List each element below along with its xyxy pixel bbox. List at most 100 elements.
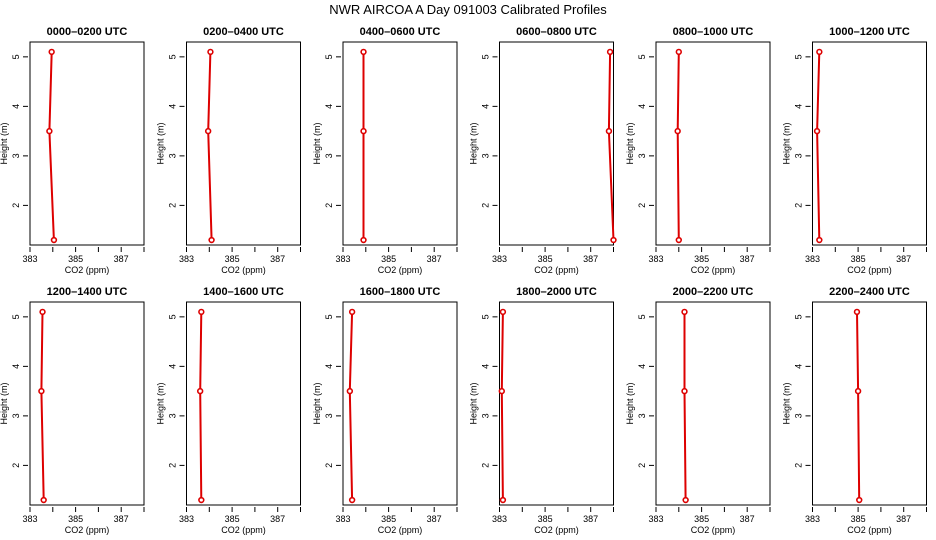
x-axis-label: CO2 (ppm) [65,525,110,535]
x-tick-label: 387 [740,254,755,264]
y-tick-label: 4 [794,104,804,109]
data-point [348,496,356,504]
plot-frame [655,41,771,246]
y-axis-label: Height (m) [782,122,792,164]
data-point [606,48,614,56]
y-tick-label: 3 [481,153,491,158]
data-point [48,48,55,56]
y-tick-label: 3 [11,153,21,158]
profile-panel: 2200–2400 UTC 383 385 387 2 3 4 5 CO2 (ppm) Heigh… [782,286,927,535]
profile-line [856,311,861,501]
data-point [675,48,682,56]
data-point [813,127,821,135]
y-tick-label: 2 [11,463,21,468]
y-tick-label: 5 [11,314,21,319]
plot-frame [29,41,145,246]
x-tick-label: 383 [648,514,663,524]
y-tick-label: 3 [168,153,178,158]
data-point [499,308,507,316]
x-axis-label: CO2 (ppm) [847,525,892,535]
data-point [39,308,46,316]
y-tick-label: 5 [637,314,647,319]
plot-frame [499,41,614,246]
y-tick-label: 4 [11,104,21,109]
y-tick-label: 2 [637,203,647,208]
panel-title: 1400–1600 UTC [203,286,284,298]
data-point [198,496,205,504]
y-axis-label: Height (m) [156,122,166,164]
data-point [40,496,47,504]
y-tick-label: 3 [324,153,334,158]
data-point [674,127,681,135]
y-tick-label: 2 [324,203,334,208]
data-point [856,496,863,504]
profile-line [500,311,504,501]
x-tick-label: 385 [851,254,866,264]
panel-title: 0400–0600 UTC [360,26,441,38]
x-axis-label: CO2 (ppm) [65,265,110,275]
x-tick-label: 385 [851,514,866,524]
y-tick-label: 4 [324,104,334,109]
x-tick-label: 383 [179,514,194,524]
data-point [498,387,505,395]
y-axis-label: Height (m) [469,382,479,424]
data-point [682,496,689,504]
y-tick-label: 4 [324,364,334,369]
profile-panel: 0800–1000 UTC 383 385 387 2 3 4 5 CO2 (ppm) Heigh… [625,26,771,275]
plot-frame [499,301,614,506]
y-tick-label: 2 [168,463,178,468]
y-tick-label: 4 [11,364,21,369]
y-tick-label: 3 [794,413,804,418]
profile-panel: 1400–1600 UTC 383 385 387 2 3 4 5 CO2 (ppm) Heigh… [156,286,301,535]
x-tick-label: 385 [225,254,240,264]
panel-title: 1800–2000 UTC [516,286,597,298]
panel-title: 2200–2400 UTC [829,286,910,298]
data-point [208,236,215,244]
data-point [681,308,688,316]
profile-line [40,311,45,501]
profile-line [816,51,821,241]
y-tick-label: 2 [794,463,804,468]
x-tick-label: 383 [22,254,37,264]
data-point [605,127,613,135]
x-tick-label: 387 [583,254,598,264]
profile-panel: 0600–0800 UTC 383 385 387 2 3 4 5 CO2 (ppm) Heigh… [469,26,617,275]
profile-panel: 0400–0600 UTC 383 385 387 2 3 4 5 CO2 (ppm) Heigh… [312,26,458,275]
y-tick-label: 5 [637,54,647,59]
y-axis-label: Height (m) [625,382,635,424]
x-tick-label: 387 [270,514,285,524]
x-axis-label: CO2 (ppm) [534,525,579,535]
data-point [196,387,204,395]
panel-title: 2000–2200 UTC [673,286,754,298]
y-tick-label: 2 [481,463,491,468]
y-tick-label: 5 [794,314,804,319]
profile-panel: 2000–2200 UTC 383 385 387 2 3 4 5 CO2 (ppm) Heigh… [625,286,771,535]
x-axis-label: CO2 (ppm) [378,265,423,275]
profile-line [676,51,680,241]
y-tick-label: 2 [794,203,804,208]
x-tick-label: 385 [381,254,396,264]
y-axis-label: Height (m) [312,122,322,164]
y-tick-label: 4 [794,364,804,369]
x-axis-label: CO2 (ppm) [691,525,736,535]
x-tick-label: 383 [492,514,507,524]
plot-frame [29,301,145,506]
x-tick-label: 383 [492,254,507,264]
y-tick-label: 2 [168,203,178,208]
plot-frame [342,301,458,506]
plot-frame [812,41,927,246]
y-tick-label: 2 [11,203,21,208]
x-tick-label: 385 [694,254,709,264]
y-tick-label: 5 [481,314,491,319]
y-tick-label: 2 [324,463,334,468]
data-point [610,236,617,244]
data-point [675,236,682,244]
x-tick-label: 383 [805,514,820,524]
x-axis-label: CO2 (ppm) [378,525,423,535]
y-tick-label: 3 [637,413,647,418]
panel-title: 1200–1400 UTC [47,286,128,298]
x-tick-label: 383 [22,514,37,524]
y-tick-label: 5 [324,314,334,319]
profile-panel: 1800–2000 UTC 383 385 387 2 3 4 5 CO2 (ppm) Heigh… [469,286,614,535]
profile-panel: 0200–0400 UTC 383 385 387 2 3 4 5 CO2 (ppm) Heigh… [156,26,301,275]
